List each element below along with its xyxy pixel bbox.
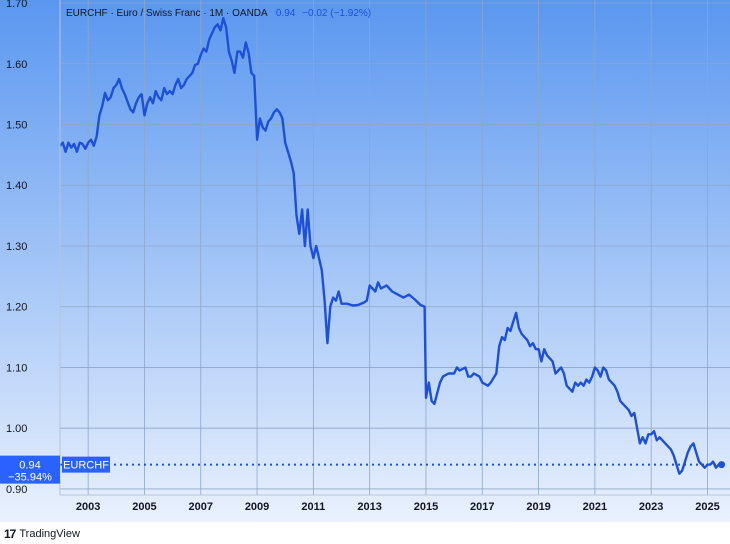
y-tick-label: 1.20	[6, 302, 27, 314]
y-tick-label: 1.60	[6, 59, 27, 71]
x-tick-label: 2005	[132, 501, 156, 513]
chart-background	[0, 0, 730, 522]
last-point-marker	[718, 461, 726, 469]
footer: 17 TradingView	[4, 526, 80, 542]
price-change: −0.02 (−1.92%)	[302, 8, 371, 19]
x-tick-label: 2009	[245, 501, 269, 513]
x-tick-label: 2007	[189, 501, 213, 513]
y-tick-label: 1.00	[6, 423, 27, 435]
series-line	[59, 17, 722, 475]
last-price-badge[interactable]: 0.94−35.94% EURCHF	[0, 455, 110, 484]
grid-lines	[60, 0, 730, 495]
y-tick-label: 1.30	[6, 241, 27, 253]
symbol-description: EURCHF · Euro / Swiss Franc · 1M · OANDA	[66, 8, 268, 19]
tradingview-logo-icon[interactable]: 17	[4, 527, 16, 541]
price-chart[interactable]: 1.70 1.60 1.50 1.40 1.30 1.20 1.10 1.00 0.90 200…	[0, 0, 730, 522]
symbol-tag-box	[62, 456, 110, 473]
symbol-tag: EURCHF	[63, 460, 109, 472]
x-axis-labels: 2003 2005 2007 2009 2011 2013 2015 2017 2019 2021…	[76, 501, 720, 513]
series-layer	[59, 17, 726, 475]
x-tick-label: 2017	[470, 501, 494, 513]
brand-label[interactable]: TradingView	[19, 528, 80, 540]
price-badge-change: −35.94%	[8, 472, 52, 484]
x-tick-label: 2023	[639, 501, 663, 513]
x-tick-label: 2011	[301, 501, 325, 513]
price-badge-value: 0.94	[19, 460, 40, 472]
x-tick-label: 2021	[583, 501, 607, 513]
y-axis-labels: 1.70 1.60 1.50 1.40 1.30 1.20 1.10 1.00 0.90	[6, 0, 27, 496]
chart-title: EURCHF · Euro / Swiss Franc · 1M · OANDA…	[66, 8, 371, 19]
chart-area[interactable]: 1.70 1.60 1.50 1.40 1.30 1.20 1.10 1.00 0.90 200…	[0, 0, 730, 522]
x-tick-label: 2015	[414, 501, 438, 513]
x-tick-label: 2003	[76, 501, 100, 513]
x-tick-label: 2019	[526, 501, 550, 513]
y-tick-label: 0.90	[6, 484, 27, 496]
price-badge-box	[0, 455, 60, 484]
y-tick-label: 1.40	[6, 180, 27, 192]
last-value: 0.94	[276, 8, 296, 19]
x-tick-label: 2013	[357, 501, 381, 513]
y-tick-label: 1.50	[6, 120, 27, 132]
x-tick-label: 2025	[695, 501, 719, 513]
y-tick-label: 1.70	[6, 0, 27, 10]
y-tick-label: 1.10	[6, 362, 27, 374]
